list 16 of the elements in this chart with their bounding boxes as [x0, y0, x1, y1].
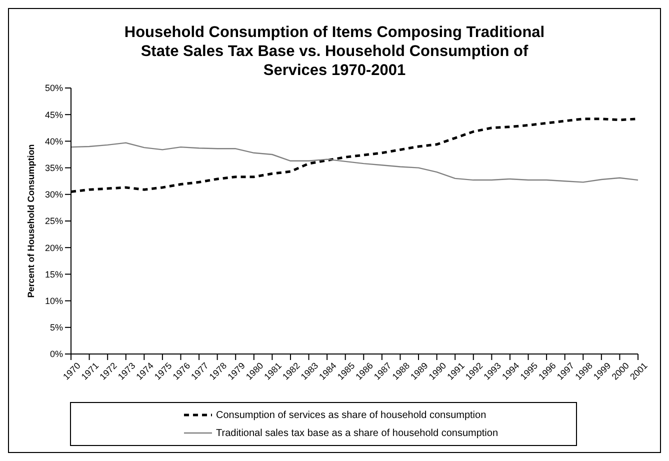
legend-label: Traditional sales tax base as a share of household consumption — [216, 428, 498, 438]
y-tick-label: 20% — [44, 242, 63, 253]
y-tick-label: 0% — [50, 349, 63, 360]
y-axis-title: Percent of Household Consumption — [26, 144, 36, 298]
y-tick-label: 50% — [44, 83, 63, 94]
chart-title: Household Consumption of Items Composing Traditional State Sales Tax Base vs. Household Consumption of Services 1970-2001 — [123, 23, 546, 80]
line-series — [70, 142, 639, 183]
y-tick-label: 35% — [44, 162, 63, 173]
y-tick-label: 10% — [44, 296, 63, 306]
y-tick-label: 45% — [44, 110, 63, 120]
y-tick-label: 5% — [50, 322, 63, 333]
y-tick-label: 25% — [44, 216, 63, 226]
y-tick-label: 30% — [44, 190, 63, 200]
legend-label: Consumption of services as share of household consumption — [216, 410, 486, 420]
y-tick-label: 40% — [44, 136, 63, 146]
y-tick-label: 15% — [44, 269, 63, 280]
